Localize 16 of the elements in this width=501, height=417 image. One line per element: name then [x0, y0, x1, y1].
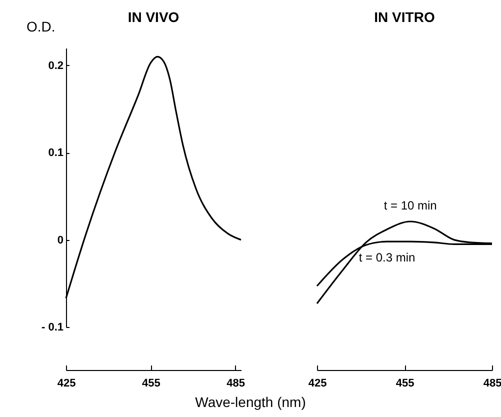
- y-axis-title: O.D.: [26, 18, 56, 34]
- x-tick-label: 425: [57, 378, 76, 390]
- x-tick-label: 455: [142, 378, 160, 390]
- y-tick-label: - 0.1: [41, 322, 64, 334]
- x-tick-label: 455: [396, 378, 414, 390]
- series-label: t = 0.3 min: [358, 250, 416, 265]
- series-label: t = 10 min: [384, 198, 437, 213]
- y-tick-label: 0: [57, 234, 64, 246]
- x-axis-title: Wave-length (nm): [194, 394, 307, 410]
- chart-title: IN VIVO: [128, 9, 180, 25]
- y-tick-label: 0.2: [48, 60, 64, 72]
- x-tick-label: 425: [308, 378, 327, 390]
- chart-title: IN VITRO: [374, 9, 435, 25]
- y-tick-label: 0.1: [48, 147, 64, 160]
- x-tick-label: 485: [483, 378, 501, 390]
- x-tick-label: 485: [226, 378, 246, 390]
